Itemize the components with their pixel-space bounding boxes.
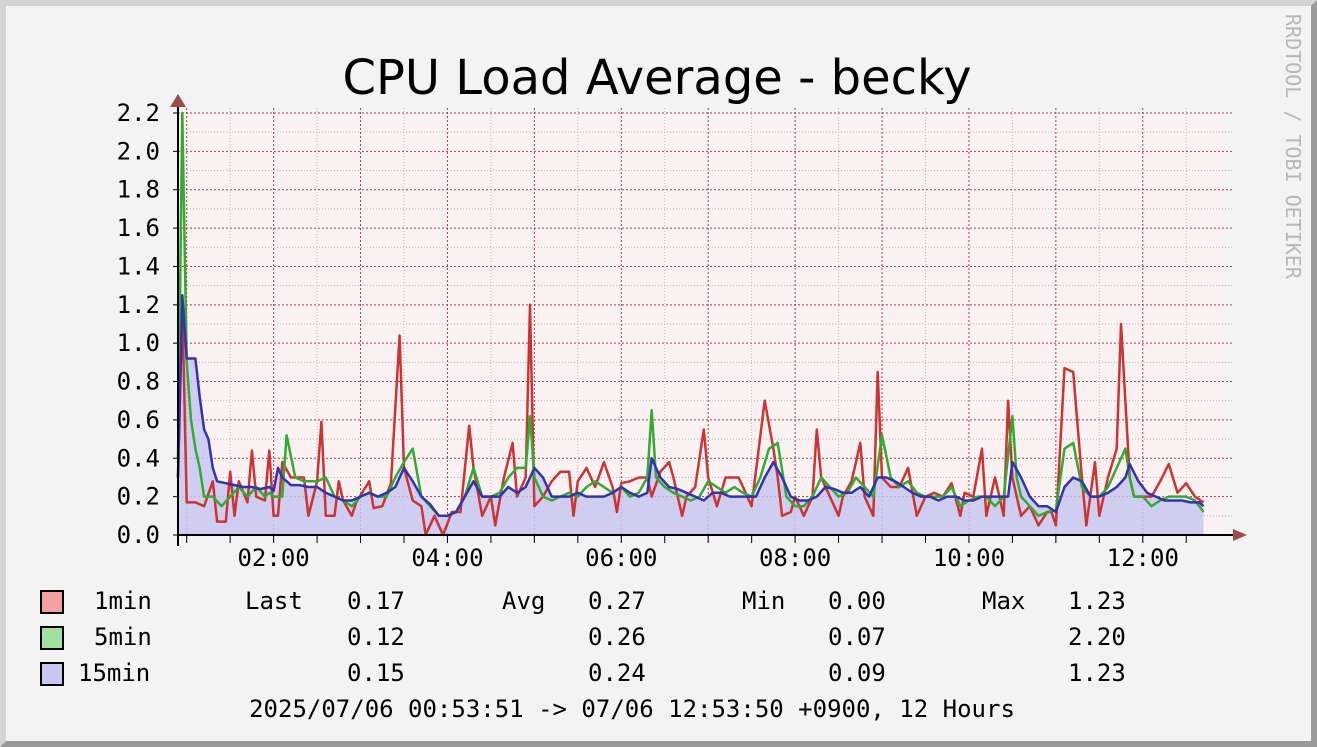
legend-min-value: 0.00 <box>828 587 886 615</box>
y-tick-label: 0.0 <box>117 521 160 549</box>
y-tick-label: 0.6 <box>117 406 160 434</box>
legend-last-value: 0.17 <box>347 587 405 615</box>
series-line-15min <box>176 293 1205 518</box>
x-tick-label: 08:00 <box>759 544 831 572</box>
legend-name: 15min <box>78 659 150 687</box>
legend-swatch-15min <box>40 662 64 686</box>
legend-min-value: 0.07 <box>828 623 886 651</box>
y-tick-label: 1.6 <box>117 214 160 242</box>
legend-header-avg: Avg <box>502 587 545 615</box>
legend-avg-value: 0.27 <box>588 587 646 615</box>
y-tick-label: 2.0 <box>117 137 160 165</box>
legend-name: 5min <box>94 623 152 651</box>
series-line-1min <box>176 303 1205 537</box>
x-tick-label: 06:00 <box>585 544 657 572</box>
y-tick-label: 0.8 <box>117 368 160 396</box>
x-axis-arrow-icon <box>1233 529 1247 541</box>
legend-row-1min: 1min Last 0.17 Avg 0.27 Min 0.00 Max 1.2… <box>40 587 1126 615</box>
legend-max-value: 2.20 <box>1068 623 1126 651</box>
x-tick-label: 02:00 <box>237 544 309 572</box>
legend-min-value: 0.09 <box>828 659 886 687</box>
tick-labels: 0.0 0.2 0.4 0.6 0.8 1.0 1.2 1.4 1.6 1.8 2.0 2.2 02:0… <box>117 99 1187 572</box>
rrdtool-watermark: RRDTOOL / TOBI OETIKER <box>1281 14 1305 280</box>
legend-max-value: 1.23 <box>1068 587 1126 615</box>
time-range-footer: 2025/07/06 00:53:51 -> 07/06 12:53:50 +0… <box>249 695 1015 723</box>
y-tick-label: 1.4 <box>117 252 160 280</box>
legend-swatch-1min <box>40 590 64 614</box>
legend-name: 1min <box>94 587 152 615</box>
x-tick-label: 04:00 <box>411 544 483 572</box>
y-tick-label: 0.2 <box>117 483 160 511</box>
legend-avg-value: 0.26 <box>588 623 646 651</box>
legend-header-max: Max <box>982 587 1025 615</box>
y-tick-label: 1.8 <box>117 176 160 204</box>
y-axis-arrow-icon <box>170 94 186 107</box>
axes <box>170 94 1247 546</box>
y-tick-label: 1.2 <box>117 291 160 319</box>
legend-last-value: 0.15 <box>347 659 405 687</box>
legend: 1min Last 0.17 Avg 0.27 Min 0.00 Max 1.2… <box>40 587 1126 687</box>
legend-max-value: 1.23 <box>1068 659 1126 687</box>
y-tick-label: 0.4 <box>117 444 160 472</box>
grid <box>178 108 1232 543</box>
legend-row-15min: 15min 0.15 0.24 0.09 1.23 <box>40 659 1126 687</box>
legend-swatch-5min <box>40 626 64 650</box>
legend-header-min: Min <box>742 587 785 615</box>
legend-row-5min: 5min 0.12 0.26 0.07 2.20 <box>40 623 1126 651</box>
x-tick-label: 12:00 <box>1107 544 1179 572</box>
legend-header-last: Last <box>245 587 303 615</box>
x-tick-label: 10:00 <box>933 544 1005 572</box>
series-group <box>176 111 1205 537</box>
series-line-5min <box>176 111 1205 518</box>
legend-last-value: 0.12 <box>347 623 405 651</box>
legend-avg-value: 0.24 <box>588 659 646 687</box>
y-tick-label: 1.0 <box>117 329 160 357</box>
y-tick-label: 2.2 <box>117 99 160 127</box>
chart-title: CPU Load Average - becky <box>342 50 971 106</box>
